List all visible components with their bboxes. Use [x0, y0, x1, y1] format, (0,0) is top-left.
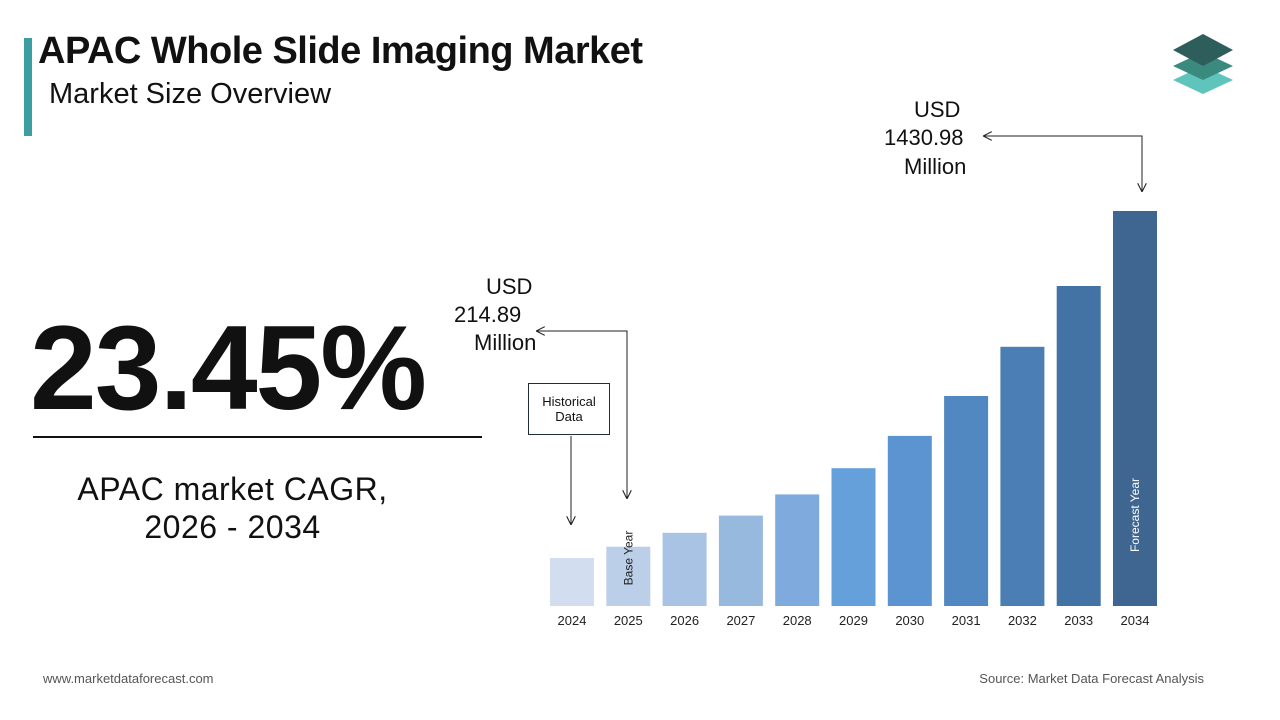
bar-2034 — [1113, 211, 1157, 606]
cagr-label: APAC market CAGR, 2026 - 2034 — [50, 470, 415, 546]
end-callout-arrow — [984, 136, 1142, 191]
start-callout-value: 214.89 — [454, 302, 522, 327]
bar-2027 — [718, 515, 763, 606]
footer-source: Source: Market Data Forecast Analysis — [979, 671, 1204, 686]
historical-box-line2: Data — [555, 409, 583, 424]
bar-2024 — [550, 558, 594, 606]
cagr-label-line1: APAC market CAGR, — [77, 471, 388, 507]
bar-2025 — [606, 546, 651, 606]
historical-box-line1: Historical — [542, 394, 596, 409]
start-callout-arrow — [537, 331, 627, 498]
end-callout-currency: USD — [914, 97, 961, 122]
cagr-value: 23.45% — [30, 301, 427, 435]
cagr-label-line2: 2026 - 2034 — [144, 509, 321, 545]
x-axis-tick-labels: 2024 2025 2026 2027 2028 2029 2030 2031 2032 2033… — [558, 613, 1150, 628]
cagr-divider — [33, 436, 482, 438]
x-tick-2033: 2033 — [1064, 613, 1093, 628]
bar-2030 — [887, 435, 932, 606]
x-tick-2031: 2031 — [952, 613, 981, 628]
title-accent-bar — [24, 38, 32, 136]
bar-2031 — [944, 396, 989, 606]
brand-logo-icon — [1173, 34, 1233, 94]
bar-2032 — [1000, 346, 1045, 606]
bar-label-2034: Forecast Year — [1128, 478, 1142, 552]
start-callout-unit: Million — [474, 330, 537, 355]
logo-layer-top — [1173, 34, 1233, 66]
bar-2026 — [662, 532, 707, 606]
x-tick-2027: 2027 — [726, 613, 755, 628]
bar-group — [550, 211, 1157, 606]
historical-data-box: Historical Data — [528, 383, 610, 435]
end-callout-value: 1430.98 — [884, 125, 964, 150]
page-title: APAC Whole Slide Imaging Market — [38, 30, 643, 72]
x-tick-2032: 2032 — [1008, 613, 1037, 628]
page-subtitle: Market Size Overview — [49, 78, 332, 110]
start-callout-currency: USD — [486, 274, 533, 299]
bar-2033 — [1056, 286, 1101, 606]
x-tick-2034: 2034 — [1121, 613, 1150, 628]
x-tick-2025: 2025 — [614, 613, 643, 628]
x-tick-2024: 2024 — [558, 613, 587, 628]
end-callout-unit: Million — [904, 154, 967, 179]
bar-2028 — [775, 494, 820, 606]
footer-website: www.marketdataforecast.com — [43, 671, 214, 686]
x-tick-2026: 2026 — [670, 613, 699, 628]
bar-2029 — [831, 468, 876, 606]
x-tick-2029: 2029 — [839, 613, 868, 628]
bar-label-2025: Base Year — [621, 531, 635, 586]
x-tick-2030: 2030 — [895, 613, 924, 628]
x-tick-2028: 2028 — [783, 613, 812, 628]
bar-inner-labels: Base Year Forecast Year — [621, 478, 1142, 585]
